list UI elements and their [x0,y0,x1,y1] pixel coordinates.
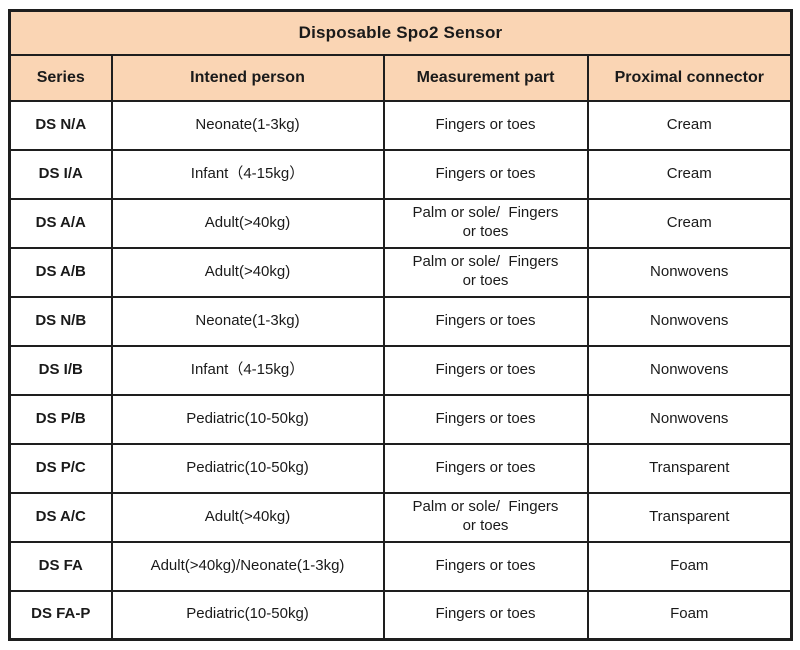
part-cell: Fingers or toes [382,344,589,396]
series-cell: DS N/B [8,295,113,347]
person-cell: Pediatric(10-50kg) [110,589,385,641]
column-header-series: Series [8,53,113,102]
table-row: DS P/C Pediatric(10-50kg) Fingers or toe… [8,442,793,494]
connector-cell: Nonwovens [586,344,793,396]
connector-cell: Foam [586,589,793,641]
table-row: DS I/A Infant（4-15kg） Fingers or toes Cr… [8,148,793,200]
table-row: DS N/B Neonate(1-3kg) Fingers or toes No… [8,295,793,347]
person-cell: Adult(>40kg) [110,246,385,298]
table-row: DS A/C Adult(>40kg) Palm or sole/ Finger… [8,491,793,543]
person-cell: Neonate(1-3kg) [110,295,385,347]
table-title: Disposable Spo2 Sensor [8,9,793,56]
spo2-sensor-table: Disposable Spo2 Sensor Series Intened pe… [8,9,793,641]
series-cell: DS FA [8,540,113,592]
person-cell: Adult(>40kg)/Neonate(1-3kg) [110,540,385,592]
series-cell: DS A/A [8,197,113,249]
part-cell: Fingers or toes [382,148,589,200]
column-header-intened-person: Intened person [110,53,385,102]
table-row: DS A/B Adult(>40kg) Palm or sole/ Finger… [8,246,793,298]
part-cell: Fingers or toes [382,99,589,151]
connector-cell: Cream [586,148,793,200]
part-cell: Palm or sole/ Fingers or toes [382,197,589,249]
part-cell: Fingers or toes [382,540,589,592]
connector-cell: Foam [586,540,793,592]
table-header-row: Series Intened person Measurement part P… [8,53,793,102]
series-cell: DS I/B [8,344,113,396]
part-cell: Palm or sole/ Fingers or toes [382,491,589,543]
column-header-proximal-connector: Proximal connector [586,53,793,102]
table-row: DS P/B Pediatric(10-50kg) Fingers or toe… [8,393,793,445]
part-cell: Fingers or toes [382,589,589,641]
series-cell: DS N/A [8,99,113,151]
connector-cell: Cream [586,197,793,249]
connector-cell: Cream [586,99,793,151]
series-cell: DS A/B [8,246,113,298]
connector-cell: Nonwovens [586,295,793,347]
person-cell: Neonate(1-3kg) [110,99,385,151]
connector-cell: Nonwovens [586,393,793,445]
person-cell: Infant（4-15kg） [110,148,385,200]
series-cell: DS I/A [8,148,113,200]
series-cell: DS A/C [8,491,113,543]
person-cell: Pediatric(10-50kg) [110,393,385,445]
table-row: DS N/A Neonate(1-3kg) Fingers or toes Cr… [8,99,793,151]
spo2-sensor-table-container: Disposable Spo2 Sensor Series Intened pe… [8,9,793,641]
series-cell: DS P/B [8,393,113,445]
part-cell: Fingers or toes [382,442,589,494]
table-row: DS A/A Adult(>40kg) Palm or sole/ Finger… [8,197,793,249]
part-cell: Fingers or toes [382,295,589,347]
connector-cell: Nonwovens [586,246,793,298]
person-cell: Infant（4-15kg） [110,344,385,396]
part-cell: Palm or sole/ Fingers or toes [382,246,589,298]
table-row: DS I/B Infant（4-15kg） Fingers or toes No… [8,344,793,396]
connector-cell: Transparent [586,491,793,543]
table-title-row: Disposable Spo2 Sensor [8,9,793,56]
person-cell: Adult(>40kg) [110,491,385,543]
series-cell: DS P/C [8,442,113,494]
table-row: DS FA-P Pediatric(10-50kg) Fingers or to… [8,589,793,641]
part-cell: Fingers or toes [382,393,589,445]
person-cell: Pediatric(10-50kg) [110,442,385,494]
person-cell: Adult(>40kg) [110,197,385,249]
connector-cell: Transparent [586,442,793,494]
series-cell: DS FA-P [8,589,113,641]
table-row: DS FA Adult(>40kg)/Neonate(1-3kg) Finger… [8,540,793,592]
column-header-measurement-part: Measurement part [382,53,589,102]
